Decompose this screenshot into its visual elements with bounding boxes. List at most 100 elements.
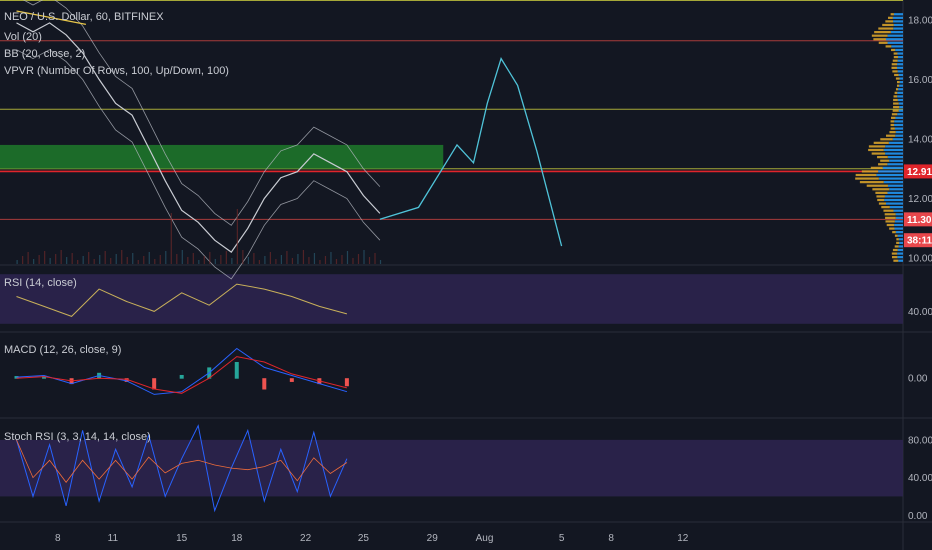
vpvr-down-bar xyxy=(890,13,894,16)
volume-bar xyxy=(313,253,316,264)
volume-bar xyxy=(154,259,156,264)
vpvr-up-bar xyxy=(878,170,903,173)
vpvr-up-bar xyxy=(894,120,903,123)
x-axis-tick-label: 8 xyxy=(608,533,614,544)
x-axis-tick-label: 12 xyxy=(677,533,689,544)
volume-bar xyxy=(335,259,338,264)
vpvr-down-bar xyxy=(871,152,886,155)
volume-bar xyxy=(121,250,123,264)
volume-bar xyxy=(66,257,68,264)
vpvr-up-bar xyxy=(888,141,903,144)
y-axis-tick-label: 0.00 xyxy=(908,374,928,385)
volume-bar xyxy=(379,260,382,264)
vpvr-up-bar xyxy=(898,56,903,59)
volume-bar xyxy=(44,251,46,264)
time-scale[interactable]: 8 11 15 18 22 25 29 Aug 5 8 12 xyxy=(55,533,689,544)
support-zone[interactable] xyxy=(0,144,444,169)
volume-bar xyxy=(220,255,222,264)
vpvr-up-bar xyxy=(889,159,903,162)
vpvr-up-bar xyxy=(893,209,903,212)
volume-bar xyxy=(55,254,57,264)
volume-bar xyxy=(71,253,73,264)
vpvr-down-bar xyxy=(891,113,898,116)
vpvr-down-bar xyxy=(894,234,898,237)
price-pane-title: NEO / U.S. Dollar, 60, BITFINEX xyxy=(4,11,164,23)
volume-bar xyxy=(143,256,145,264)
vpvr-down-bar xyxy=(894,73,899,77)
vpvr-up-bar xyxy=(897,59,903,62)
volume-bar xyxy=(110,258,112,264)
y-axis-tick-label: 12.00 xyxy=(908,194,932,205)
volume-bar xyxy=(165,251,167,264)
x-axis-tick-label: 8 xyxy=(55,533,61,544)
stoch-band xyxy=(0,439,903,497)
price-badge xyxy=(904,233,932,248)
vpvr-down-bar xyxy=(868,145,886,148)
y-axis-tick-label: 16.00 xyxy=(908,75,932,86)
vpvr-up-bar xyxy=(894,123,903,127)
vpvr-down-bar xyxy=(891,252,898,255)
vpvr-up-bar xyxy=(894,127,903,130)
volume-bar xyxy=(247,257,249,264)
vpvr-down-bar xyxy=(897,81,900,84)
vpvr-up-bar xyxy=(897,256,903,259)
vpvr-up-bar xyxy=(889,188,903,191)
vpvr-down-bar xyxy=(866,184,889,187)
vpvr-down-bar xyxy=(861,170,879,173)
volume-bar xyxy=(33,259,35,264)
volume-bar xyxy=(187,257,189,264)
volume-bar xyxy=(99,255,101,264)
vpvr-up-bar xyxy=(895,116,903,119)
macd-histogram-bar xyxy=(152,378,157,390)
vpvr-up-bar xyxy=(897,252,903,255)
volume-bar xyxy=(192,253,194,264)
macd-histogram-bar xyxy=(234,362,239,379)
vpvr-up-bar xyxy=(887,163,903,166)
vpvr-up-bar xyxy=(897,91,903,94)
x-axis-tick-label: Aug xyxy=(476,533,494,544)
vpvr-down-bar xyxy=(880,138,893,141)
vpvr-down-bar xyxy=(892,248,898,252)
x-axis-tick-label: 11 xyxy=(108,533,119,544)
vpvr-up-bar xyxy=(898,109,903,112)
vpvr-down-bar xyxy=(877,198,885,202)
macd-pane-title: MACD (12, 26, close, 9) xyxy=(4,344,121,356)
projection-path[interactable] xyxy=(379,57,563,247)
volume-bar xyxy=(115,254,117,264)
vpvr-up-bar xyxy=(893,23,903,27)
vpvr-down-bar xyxy=(885,20,894,23)
y-axis-tick-label: 18.00 xyxy=(908,15,932,26)
trendline[interactable] xyxy=(16,10,87,26)
vpvr-up-bar xyxy=(890,31,903,34)
vpvr-down-bar xyxy=(873,141,889,144)
y-axis-tick-label: 40.00 xyxy=(908,307,932,318)
vpvr-down-bar xyxy=(892,109,899,112)
vpvr-up-bar xyxy=(895,48,903,52)
vpvr-down-bar xyxy=(881,206,890,209)
vpvr-down-bar xyxy=(882,23,894,27)
price-scale[interactable]: 10.00 12.00 14.00 16.00 18.00 40.00 0.00 0.00 40… xyxy=(904,15,932,522)
volume-bar xyxy=(258,260,260,264)
macd-line xyxy=(16,347,348,395)
vpvr-up-bar xyxy=(887,191,903,194)
vpvr-down-bar xyxy=(890,123,895,127)
vpvr-up-bar xyxy=(899,241,903,244)
vpvr-up-bar xyxy=(878,177,903,180)
volume-bar xyxy=(291,258,294,264)
volume-bar xyxy=(209,252,211,264)
vpvr-down-bar xyxy=(883,209,894,212)
vpvr-up-bar xyxy=(899,81,903,84)
price-badge xyxy=(904,164,932,179)
vpvr-down-bar xyxy=(895,77,900,80)
vpvr-up-bar xyxy=(897,248,903,252)
price-badge xyxy=(904,212,932,227)
vpvr-up-bar xyxy=(893,13,903,16)
bollinger-band-line xyxy=(16,49,381,280)
vpvr-up-bar xyxy=(892,138,903,141)
volume-bar xyxy=(346,251,349,264)
vpvr-down-bar xyxy=(872,188,890,191)
volume-bar xyxy=(82,256,84,264)
vpvr-down-bar xyxy=(889,131,896,134)
vpvr-up-bar xyxy=(887,41,903,44)
